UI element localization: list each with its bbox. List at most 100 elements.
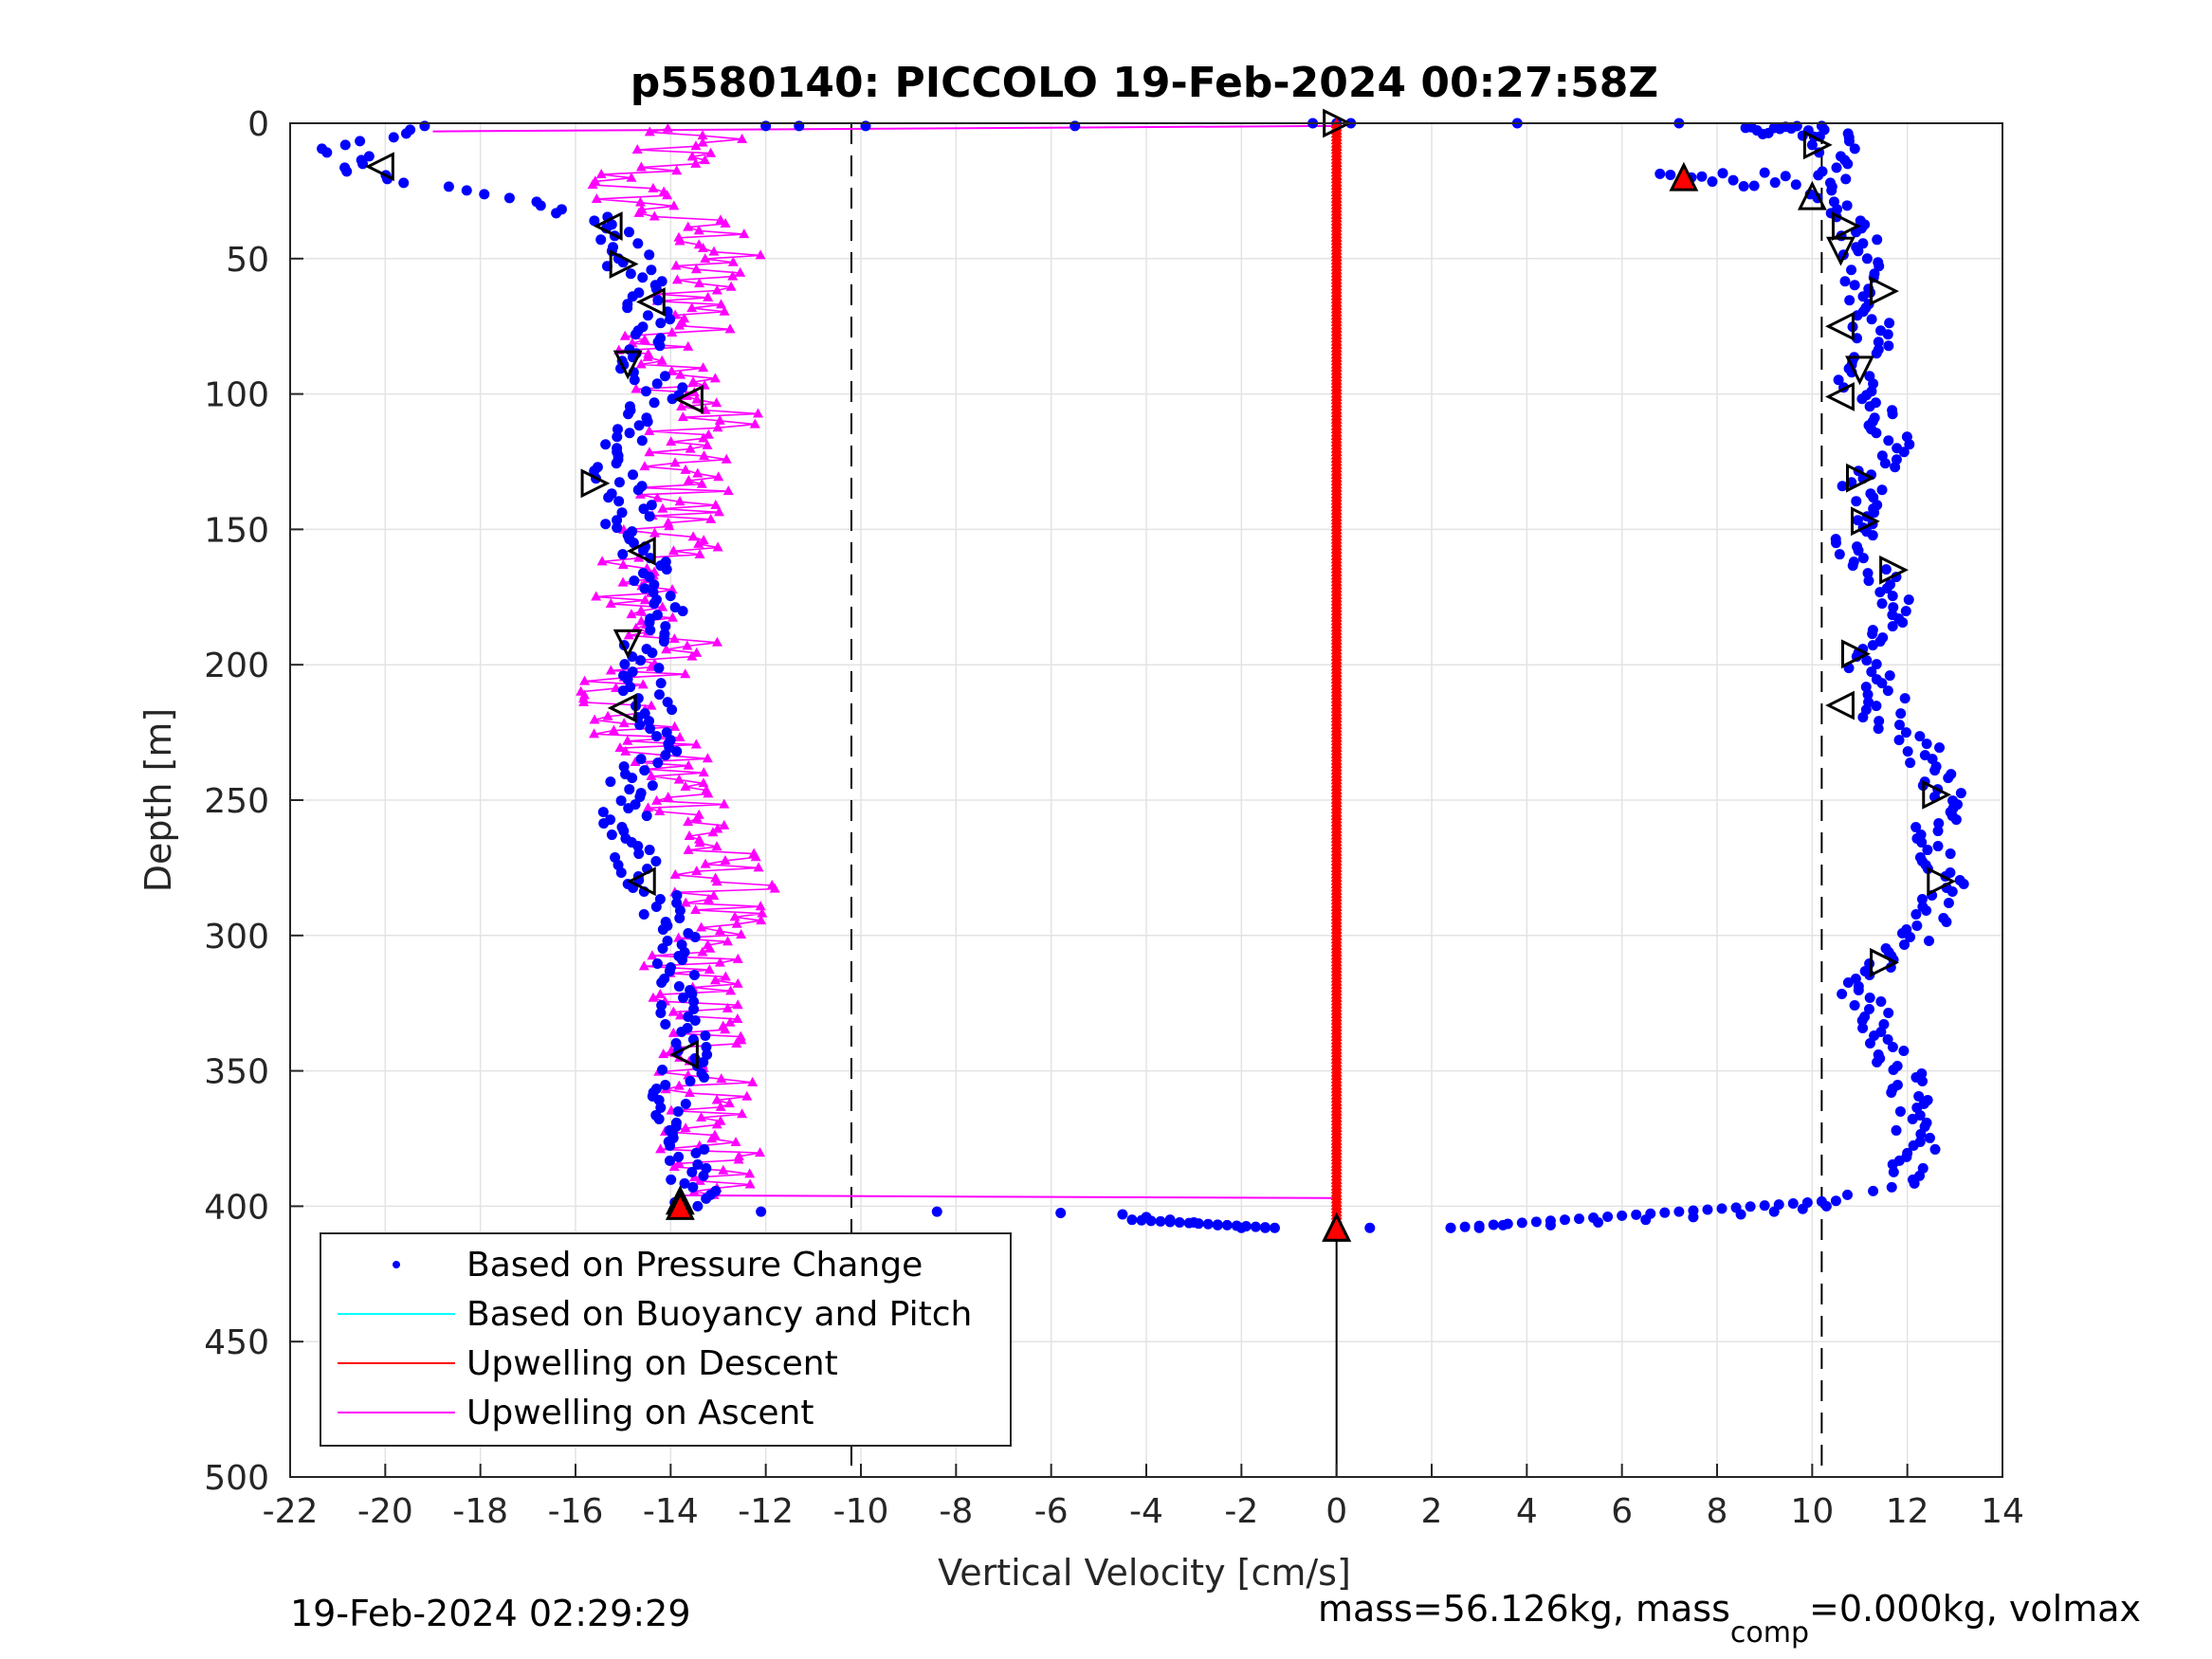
upwelling-ascent-point xyxy=(623,629,634,640)
pressure-ascent-point xyxy=(1932,826,1944,837)
upwelling-ascent-point xyxy=(697,137,708,147)
upwelling-ascent-point xyxy=(605,665,616,675)
pressure-ascent-point xyxy=(1916,837,1928,848)
upwelling-ascent-point xyxy=(737,1108,748,1119)
pressure-bottom-point xyxy=(1502,1218,1513,1230)
upwelling-ascent-line xyxy=(578,127,777,1196)
pressure-bottom-point xyxy=(1617,1210,1628,1221)
upwelling-ascent-point xyxy=(697,130,708,140)
upwelling-ascent-point xyxy=(716,1073,727,1084)
pressure-descent-point xyxy=(649,579,660,591)
pressure-descent-point xyxy=(674,905,686,917)
pressure-descent-point xyxy=(660,621,671,632)
upwelling-ascent-point xyxy=(690,264,702,274)
pressure-ascent-point xyxy=(1841,1189,1853,1200)
pressure-ascent-point xyxy=(1893,720,1905,731)
upwelling-ascent-point xyxy=(685,443,696,453)
upwelling-ascent-point xyxy=(635,161,647,172)
upwelling-ascent-point xyxy=(694,837,705,848)
pressure-descent-point xyxy=(660,1079,671,1090)
pressure-ascent-point xyxy=(1905,932,1916,943)
upwelling-ascent-point xyxy=(735,266,746,277)
pressure-ascent-point xyxy=(1696,171,1708,182)
pressure-ascent-point xyxy=(1903,594,1914,606)
pressure-ascent-point xyxy=(1922,845,1933,856)
upwelling-ascent-point xyxy=(698,242,709,252)
pressure-ascent-point xyxy=(1874,716,1885,727)
upwelling-ascent-point xyxy=(683,844,694,854)
pressure-descent-point xyxy=(645,625,656,636)
upwelling-ascent-point xyxy=(691,812,703,823)
pressure-descent-point xyxy=(624,428,635,439)
pressure-descent-point xyxy=(676,1026,687,1037)
pressure-descent-point xyxy=(629,374,640,386)
pressure-ascent-point xyxy=(1842,158,1854,170)
upwelling-ascent-point xyxy=(732,977,743,988)
x-tick-label: 0 xyxy=(1325,1492,1347,1531)
y-tick-label: 200 xyxy=(204,647,269,685)
pressure-descent-point xyxy=(633,420,645,431)
upwelling-ascent-point xyxy=(633,207,645,217)
pressure-descent-point xyxy=(443,181,454,192)
y-ticks: 0 50 100 150 200 250 300 350 400 450 500 xyxy=(204,105,303,1498)
upwelling-ascent-point xyxy=(732,1013,743,1024)
x-tick-label: 2 xyxy=(1421,1492,1443,1531)
upwelling-ascent-point xyxy=(696,478,707,488)
pressure-ascent-point xyxy=(1857,553,1869,564)
pressure-descent-point xyxy=(535,200,546,211)
pressure-descent-point xyxy=(650,902,662,913)
pressure-ascent-point xyxy=(1728,174,1739,186)
upwelling-ascent-point xyxy=(622,735,633,745)
pressure-bottom-point xyxy=(931,1206,942,1217)
pressure-descent-point xyxy=(630,329,641,340)
pressure-ascent-point xyxy=(1876,678,1888,689)
upwelling-ascent-point xyxy=(646,770,657,780)
upwelling-ascent-point xyxy=(644,126,655,137)
legend-swatch-pressure xyxy=(393,1261,400,1268)
pressure-descent-point xyxy=(665,314,676,325)
pressure-descent-point xyxy=(692,1200,704,1212)
pressure-bottom-point xyxy=(1193,1218,1204,1230)
pressure-descent-point xyxy=(398,177,410,189)
upwelling-ascent-point xyxy=(657,502,668,513)
pressure-ascent-point xyxy=(1862,568,1874,579)
pressure-ascent-point xyxy=(1913,1090,1925,1102)
pressure-ascent-point xyxy=(1837,481,1848,492)
pressure-descent-point xyxy=(688,969,700,980)
pressure-bottom-point xyxy=(1574,1213,1585,1225)
upwelling-ascent-point xyxy=(698,362,709,373)
pressure-ascent-point xyxy=(1790,179,1801,191)
pressure-bottom-point xyxy=(1545,1215,1556,1227)
upwelling-ascent-point xyxy=(736,1034,747,1045)
upwelling-ascent-point xyxy=(635,615,647,626)
upwelling-ascent-point xyxy=(682,640,693,650)
pressure-descent-point xyxy=(339,139,351,151)
pressure-descent-point xyxy=(687,1181,699,1193)
pressure-bottom-point xyxy=(1688,1205,1699,1216)
pressure-descent-point xyxy=(662,936,673,947)
y-tick-label: 250 xyxy=(204,782,269,821)
pressure-descent-point xyxy=(388,132,399,143)
x-tick-label: 14 xyxy=(1981,1492,2024,1531)
upwelling-ascent-point xyxy=(718,1164,729,1175)
pressure-ascent-point xyxy=(1856,1014,1868,1026)
upwelling-ascent-point xyxy=(591,591,602,601)
upwelling-ascent-point xyxy=(674,496,686,506)
upwelling-ascent-point xyxy=(638,960,649,971)
pressure-ascent-point xyxy=(1738,181,1749,192)
pressure-bottom-point xyxy=(1787,1198,1799,1210)
upwelling-ascent-point xyxy=(727,270,739,281)
upwelling-ascent-point xyxy=(669,457,681,467)
pressure-ascent-point xyxy=(1837,988,1848,999)
pressure-bottom-point xyxy=(1155,1215,1166,1227)
upwelling-ascent-point xyxy=(626,609,637,619)
pressure-bottom-point xyxy=(1183,1217,1195,1229)
upwelling-ascent-point xyxy=(690,157,702,168)
pressure-ascent-point xyxy=(1851,496,1862,507)
x-tick-label: -4 xyxy=(1129,1492,1163,1531)
legend-label-pressure: Based on Pressure Change xyxy=(466,1246,923,1285)
upwelling-ascent-point xyxy=(680,1122,691,1133)
pressure-descent-point xyxy=(612,424,623,435)
pressure-ascent-point xyxy=(1707,176,1718,188)
upwelling-ascent-point xyxy=(618,718,630,728)
